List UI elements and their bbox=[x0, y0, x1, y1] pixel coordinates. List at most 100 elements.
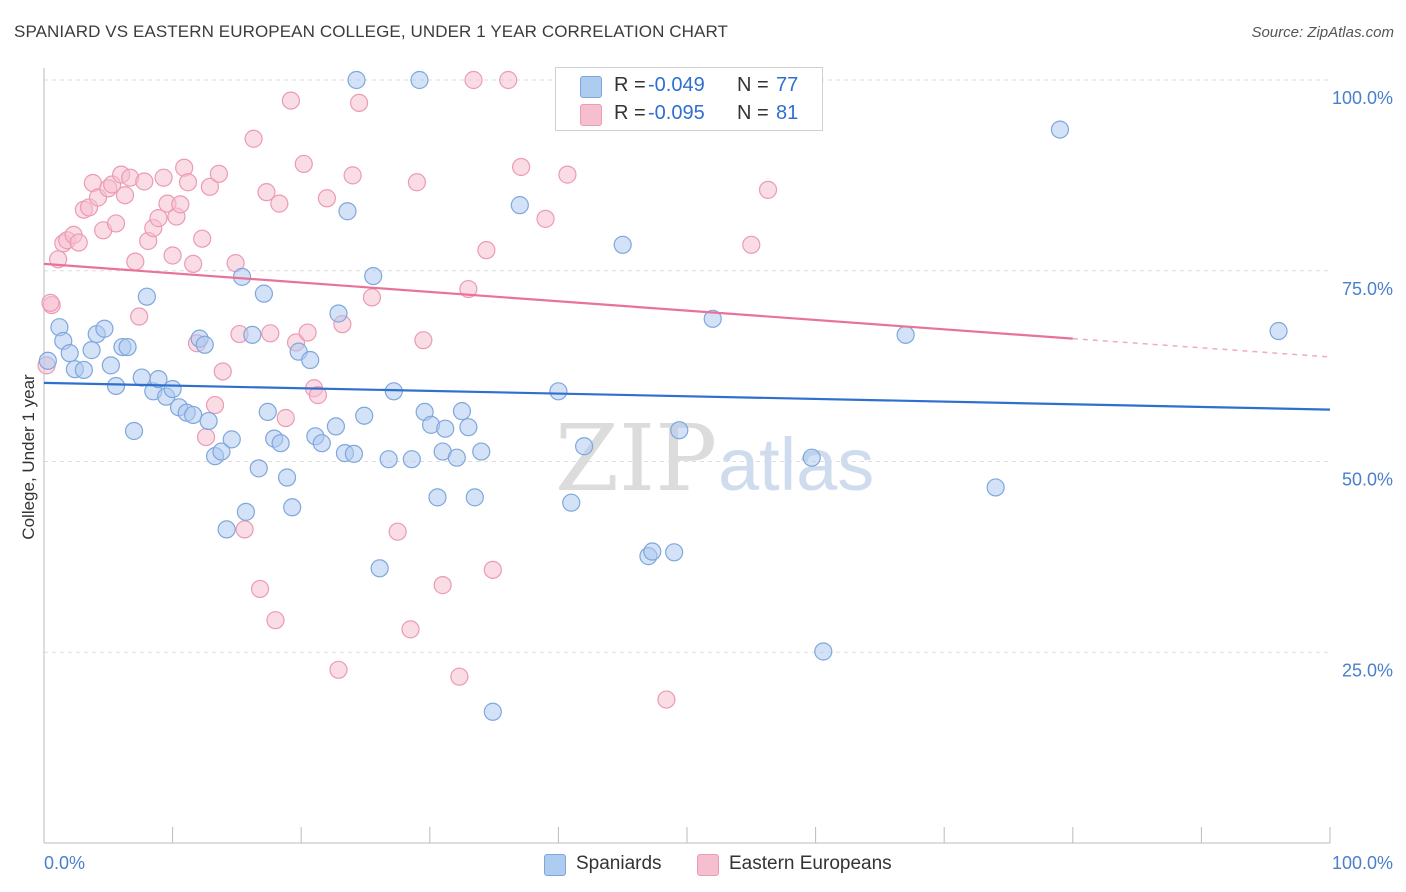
eastern-europeans-point bbox=[69, 233, 88, 252]
legend-row-eastern-europeans: R = -0.095 N = 81 bbox=[556, 100, 822, 128]
legend-row-spaniards: R = -0.049 N = 77 bbox=[556, 72, 822, 100]
spaniards-point bbox=[459, 418, 478, 437]
eastern-europeans-point bbox=[266, 611, 285, 630]
spaniards-point bbox=[483, 702, 502, 721]
spaniards-point bbox=[344, 444, 364, 463]
spaniards-point bbox=[670, 421, 689, 440]
spaniards-point bbox=[643, 542, 662, 561]
eastern-europeans-point bbox=[294, 154, 313, 174]
eastern-europeans-point bbox=[115, 186, 135, 205]
eastern-europeans-point bbox=[758, 180, 778, 199]
series-eastern-europeans bbox=[37, 70, 778, 709]
legend-n-value: 77 bbox=[776, 74, 799, 96]
spaniards-point bbox=[258, 402, 277, 422]
grid-lines bbox=[44, 79, 1330, 653]
eastern-europeans-point bbox=[477, 241, 496, 260]
legend-n-label: N = bbox=[737, 74, 769, 96]
eastern-europeans-point bbox=[178, 173, 198, 192]
y-tick-label: 100.0% bbox=[1332, 88, 1393, 108]
spaniards-point bbox=[132, 368, 151, 387]
y-tick-label: 75.0% bbox=[1342, 279, 1393, 299]
spaniards-point bbox=[217, 520, 236, 539]
spaniards-point bbox=[137, 287, 156, 306]
chart-title: SPANIARD VS EASTERN EUROPEAN COLLEGE, UN… bbox=[14, 22, 729, 41]
spaniards-point bbox=[195, 335, 214, 354]
spaniards-point bbox=[510, 196, 529, 215]
spaniards-point bbox=[465, 488, 484, 507]
spaniards-point bbox=[82, 341, 101, 360]
legend-n-label: N = bbox=[737, 102, 769, 124]
eastern-europeans-point bbox=[205, 395, 225, 415]
spaniards-point bbox=[312, 434, 331, 453]
spaniards-point bbox=[436, 419, 455, 438]
series-spaniards bbox=[38, 70, 1288, 721]
y-tick-label: 50.0% bbox=[1342, 470, 1393, 490]
legend-n-value: 81 bbox=[776, 102, 799, 124]
spaniards-point bbox=[271, 434, 290, 453]
legend-r-label: R = bbox=[614, 74, 646, 96]
spaniards-point bbox=[452, 402, 472, 421]
spaniards-point bbox=[38, 351, 57, 370]
eastern-europeans-point bbox=[154, 168, 173, 187]
chart-source: Source: ZipAtlas.com bbox=[1251, 24, 1394, 41]
watermark-zip: ZIP bbox=[555, 405, 717, 512]
trend-line-eastern-europeans bbox=[43, 262, 1073, 340]
eastern-europeans-point bbox=[329, 660, 348, 679]
legend-r-label: R = bbox=[614, 102, 646, 124]
axes bbox=[43, 68, 1331, 844]
spaniards-point bbox=[74, 360, 93, 380]
eastern-europeans-point bbox=[41, 293, 60, 312]
y-axis-label: College, Under 1 year bbox=[19, 374, 38, 540]
eastern-europeans-point bbox=[200, 177, 219, 196]
spaniards-point bbox=[222, 430, 241, 449]
eastern-europeans-point bbox=[499, 70, 518, 90]
legend-swatch-eastern-europeans bbox=[697, 854, 719, 876]
eastern-europeans-point bbox=[235, 520, 254, 539]
eastern-europeans-point bbox=[244, 129, 263, 148]
spaniards-point bbox=[283, 498, 302, 517]
spaniards-point bbox=[379, 450, 398, 469]
spaniards-point bbox=[184, 405, 203, 425]
spaniards-point bbox=[814, 642, 833, 661]
spaniards-point bbox=[896, 325, 915, 344]
eastern-europeans-point bbox=[184, 254, 203, 273]
eastern-europeans-point bbox=[657, 690, 676, 709]
eastern-europeans-point bbox=[558, 165, 577, 184]
eastern-europeans-point bbox=[281, 91, 301, 110]
eastern-europeans-point bbox=[196, 427, 216, 447]
eastern-europeans-point bbox=[433, 576, 452, 595]
spaniards-point bbox=[347, 70, 366, 90]
legend-r-value: -0.049 bbox=[648, 74, 705, 96]
spaniards-point bbox=[370, 559, 389, 578]
eastern-europeans-point bbox=[209, 164, 228, 183]
legend-r-value: -0.095 bbox=[648, 102, 705, 124]
spaniards-point bbox=[575, 437, 594, 456]
eastern-europeans-point bbox=[135, 172, 154, 191]
spaniards-point bbox=[364, 266, 383, 286]
legend-swatch-spaniards bbox=[544, 854, 566, 876]
eastern-europeans-point bbox=[308, 386, 328, 405]
spaniards-point bbox=[447, 448, 466, 467]
spaniards-point bbox=[236, 502, 256, 521]
eastern-europeans-point bbox=[276, 408, 295, 428]
trend-lines bbox=[43, 262, 1331, 411]
legend-swatch-pink bbox=[580, 104, 602, 126]
eastern-europeans-point bbox=[483, 560, 502, 579]
eastern-europeans-point bbox=[171, 195, 190, 214]
spaniards-point bbox=[212, 442, 231, 461]
tick-labels: 25.0% 50.0% 75.0% 100.0% 0.0% 100.0% bbox=[44, 88, 1393, 873]
legend-label-spaniards: Spaniards bbox=[576, 853, 662, 874]
correlation-legend: R = -0.049 N = 77 R = -0.095 N = 81 bbox=[555, 67, 823, 131]
spaniards-point bbox=[428, 488, 447, 507]
trend-line-eastern-europeans-extension bbox=[1072, 337, 1331, 358]
spaniards-point bbox=[986, 478, 1005, 497]
eastern-europeans-point bbox=[213, 362, 232, 381]
spaniards-point bbox=[613, 235, 632, 254]
eastern-europeans-point bbox=[536, 209, 555, 228]
spaniards-point bbox=[118, 337, 137, 357]
eastern-europeans-point bbox=[362, 288, 382, 307]
eastern-europeans-point bbox=[349, 93, 369, 112]
spaniards-point bbox=[101, 356, 120, 375]
spaniards-point bbox=[301, 350, 320, 370]
